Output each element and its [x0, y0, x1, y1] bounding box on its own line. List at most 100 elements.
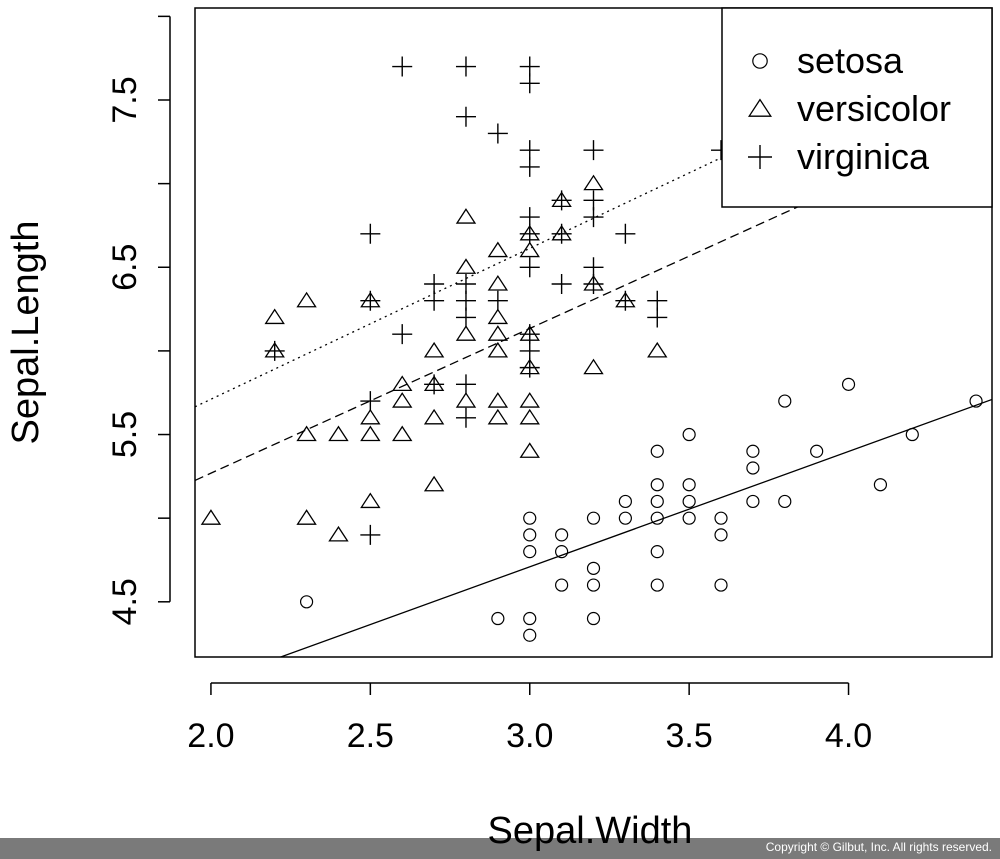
setosa-point: [650, 578, 664, 592]
virginica-point: [392, 324, 413, 345]
versicolor-point: [455, 208, 477, 224]
setosa-point: [969, 394, 983, 408]
setosa-point: [682, 494, 696, 509]
virginica-point: [360, 223, 381, 244]
versicolor-point: [583, 358, 604, 375]
virginica-point: [455, 290, 476, 311]
setosa-point: [555, 578, 569, 592]
virginica-point: [424, 374, 445, 395]
setosa-point: [586, 561, 601, 575]
x-tick-label: 3.5: [666, 717, 713, 755]
virginica-point: [487, 290, 508, 311]
setosa-point: [523, 545, 537, 559]
virginica-point: [487, 123, 508, 144]
versicolor-point: [296, 291, 317, 308]
virginica-point: [455, 374, 476, 395]
versicolor-point: [455, 392, 477, 408]
setosa-point: [714, 578, 728, 592]
setosa-point: [650, 444, 664, 458]
virginica-point: [455, 273, 476, 294]
copyright-footer: Copyright © Gilbut, Inc. All rights rese…: [0, 838, 1000, 859]
virginica-series: [264, 56, 732, 545]
legend-box: [721, 7, 993, 208]
versicolor-point: [647, 341, 668, 358]
setosa-point: [586, 611, 601, 626]
versicolor-point: [360, 492, 381, 509]
setosa-point: [873, 478, 888, 492]
legend-versicolor-marker: [748, 98, 772, 117]
versicolor-point: [487, 392, 509, 408]
setosa-point: [746, 444, 760, 458]
virginica-point: [583, 190, 604, 211]
versicolor-point: [360, 408, 381, 425]
setosa-point: [778, 394, 792, 408]
y-axis-title: Sepal.Length: [5, 221, 47, 445]
versicolor-point: [423, 408, 445, 425]
setosa-point: [523, 611, 537, 626]
versicolor-point: [519, 241, 540, 258]
versicolor-series: [200, 174, 668, 542]
versicolor-point: [519, 408, 540, 425]
setosa-point: [682, 511, 696, 525]
virginica-point: [519, 207, 540, 228]
virginica-point: [583, 273, 604, 294]
y-tick-label: 7.5: [106, 76, 144, 123]
virginica-point: [519, 73, 540, 94]
legend-versicolor-label: versicolor: [797, 88, 951, 129]
setosa-point: [555, 545, 569, 559]
x-tick-label: 3.0: [506, 717, 553, 755]
versicolor-point: [455, 325, 477, 341]
versicolor-point: [392, 392, 413, 408]
x-tick-label: 2.5: [347, 717, 394, 755]
virginica-point: [615, 223, 636, 244]
legend-virginica-marker: [748, 145, 772, 169]
x-tick-label: 2.0: [187, 717, 234, 755]
virginica-point: [583, 140, 604, 161]
x-tick-label: 4.0: [825, 717, 872, 755]
versicolor-point: [328, 525, 349, 542]
y-tick-label: 4.5: [106, 578, 144, 625]
legend-virginica-label: virginica: [797, 136, 930, 177]
virginica-point: [551, 223, 572, 244]
versicolor-point: [487, 341, 509, 358]
virginica-point: [615, 290, 636, 311]
virginica-point: [519, 324, 540, 345]
plot-frame: [194, 7, 993, 658]
virginica-point: [519, 340, 540, 361]
setosa-point: [810, 444, 824, 458]
setosa-point: [586, 578, 601, 592]
versicolor-point: [487, 408, 509, 425]
setosa-series: [299, 377, 983, 642]
virginica-point: [583, 207, 604, 228]
versicolor-point: [487, 308, 509, 325]
versicolor-point: [487, 241, 509, 258]
setosa-point: [618, 494, 632, 509]
y-tick-label: 6.5: [106, 244, 144, 291]
setosa-point: [491, 611, 505, 626]
setosa-point: [650, 545, 664, 559]
setosa-point: [682, 427, 696, 442]
setosa-point: [746, 461, 760, 475]
virginica-point: [647, 307, 668, 328]
virginica-point: [455, 106, 476, 127]
setosa-point: [682, 478, 696, 492]
virginica-point: [424, 273, 445, 294]
setosa-point: [841, 377, 856, 391]
virginica-point: [519, 223, 540, 244]
setosa-point: [586, 511, 601, 525]
virginica-point: [264, 340, 285, 361]
virginica-point: [583, 257, 604, 278]
virginica-point: [455, 407, 476, 428]
setosa-point: [714, 528, 728, 542]
virginica-point: [360, 524, 381, 545]
versicolor-point: [264, 308, 285, 325]
versicolor-point: [392, 375, 413, 392]
versicolor-point: [423, 341, 445, 358]
virginica-point: [360, 391, 381, 412]
virginica-point: [551, 273, 572, 294]
versicolor-point: [583, 174, 604, 191]
setosa-point: [650, 494, 664, 509]
virginica-point: [551, 190, 572, 211]
setosa-fit-line: [278, 398, 992, 657]
virginica-point: [424, 290, 445, 311]
